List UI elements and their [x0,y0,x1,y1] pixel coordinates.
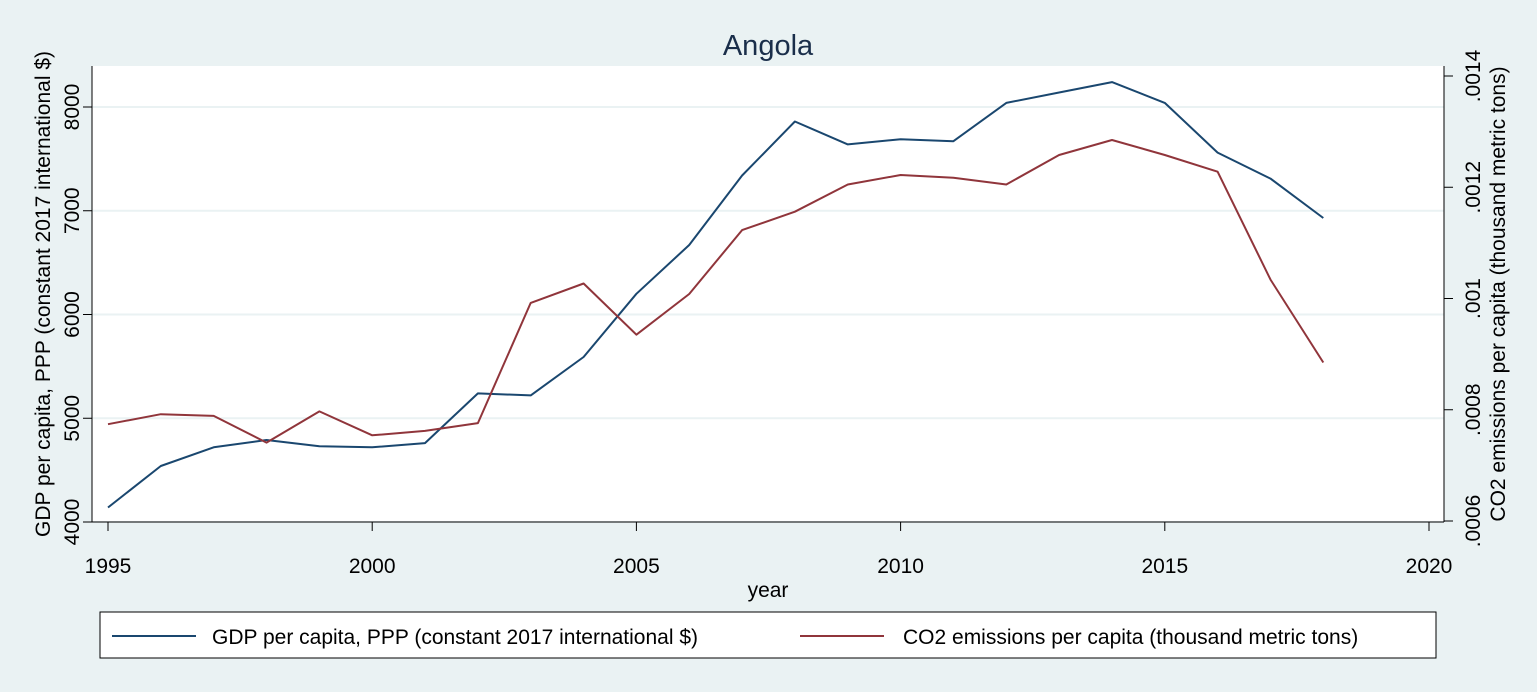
y-right-tick-label: .001 [1462,278,1485,319]
legend-label-gdp: GDP per capita, PPP (constant 2017 inter… [212,626,698,649]
series-line-co2 [107,139,1325,444]
y-right-tick-label: .0008 [1462,383,1485,436]
y-right-tick-label: .0006 [1462,495,1485,548]
series-layer [107,81,1325,509]
x-tick-label: 2010 [877,555,924,578]
y-left-tick-label: 6000 [61,291,84,338]
plot-area [92,66,1444,522]
series-line-gdp [107,81,1324,509]
y-left-axis-title: GDP per capita, PPP (constant 2017 inter… [32,51,55,537]
axes: 1995 2000 2005 2010 2015 2020 4000 5000 6000 7000… [61,49,1485,578]
x-tick-label: 2000 [349,555,396,578]
chart-title: Angola [723,30,814,62]
legend-label-co2: CO2 emissions per capita (thousand metri… [903,626,1358,649]
y-left-tick-label: 5000 [61,395,84,442]
y-right-tick-label: .0014 [1462,49,1485,102]
x-axis-title: year [748,579,789,602]
x-tick-label: 2015 [1141,555,1188,578]
x-tick-label: 2020 [1406,555,1453,578]
x-tick-label: 1995 [85,555,132,578]
y-left-tick-label: 7000 [61,187,84,234]
x-tick-label: 2005 [613,555,660,578]
y-right-tick-label: .0012 [1462,161,1485,214]
y-left-tick-label: 8000 [61,84,84,131]
legend: GDP per capita, PPP (constant 2017 inter… [99,611,1437,659]
y-left-tick-label: 4000 [61,499,84,546]
y-right-axis-title: CO2 emissions per capita (thousand metri… [1487,66,1510,521]
legend-box [99,611,1437,659]
